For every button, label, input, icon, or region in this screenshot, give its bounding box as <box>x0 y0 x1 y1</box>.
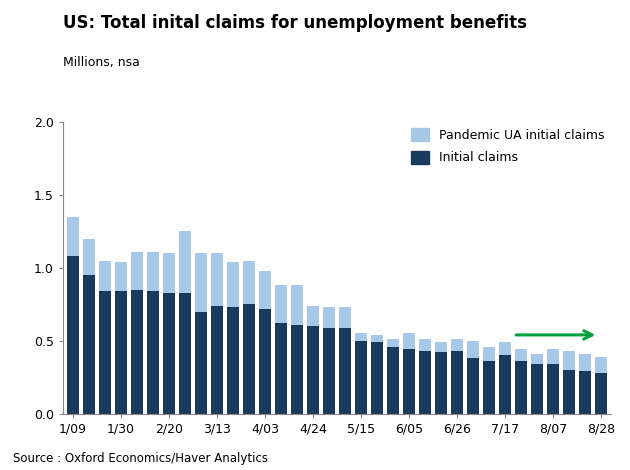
Bar <box>130 252 143 290</box>
Bar <box>259 271 271 309</box>
Bar <box>515 361 527 414</box>
Bar <box>195 253 207 312</box>
Bar <box>323 307 335 328</box>
Bar <box>323 328 335 414</box>
Bar <box>163 293 175 414</box>
Bar <box>387 339 399 346</box>
Bar <box>163 253 175 293</box>
Bar <box>531 364 544 414</box>
Bar <box>83 239 94 275</box>
Bar <box>130 290 143 414</box>
Bar <box>515 350 527 361</box>
Text: Millions, nsa: Millions, nsa <box>63 56 140 70</box>
Bar <box>243 260 255 305</box>
Bar <box>339 307 351 328</box>
Bar <box>291 325 303 414</box>
Bar <box>211 253 223 306</box>
Bar <box>595 373 607 414</box>
Bar <box>467 358 479 414</box>
Bar <box>435 342 447 352</box>
Bar <box>451 339 463 351</box>
Bar <box>195 312 207 414</box>
Bar <box>403 334 415 350</box>
Bar <box>259 309 271 414</box>
Bar <box>99 291 111 414</box>
Bar <box>275 285 287 323</box>
Text: Source : Oxford Economics/Haver Analytics: Source : Oxford Economics/Haver Analytic… <box>13 452 268 465</box>
Bar <box>563 351 575 370</box>
Bar <box>580 354 592 371</box>
Bar <box>355 334 367 341</box>
Bar <box>115 262 127 291</box>
Bar <box>275 323 287 414</box>
Bar <box>339 328 351 414</box>
Bar <box>500 342 512 355</box>
Text: US: Total inital claims for unemployment benefits: US: Total inital claims for unemployment… <box>63 14 527 32</box>
Bar <box>563 370 575 414</box>
Bar <box>419 339 431 351</box>
Bar <box>211 306 223 414</box>
Bar <box>403 350 415 414</box>
Bar <box>500 355 512 414</box>
Bar <box>419 351 431 414</box>
Bar <box>99 260 111 291</box>
Bar <box>371 342 383 414</box>
Bar <box>115 291 127 414</box>
Bar <box>483 361 495 414</box>
Bar <box>307 306 319 326</box>
Bar <box>147 291 159 414</box>
Bar <box>307 326 319 414</box>
Bar <box>580 371 592 414</box>
Bar <box>483 346 495 361</box>
Bar <box>595 357 607 373</box>
Bar <box>243 305 255 414</box>
Bar <box>387 346 399 414</box>
Bar <box>67 256 79 414</box>
Bar <box>227 262 239 307</box>
Bar <box>179 293 191 414</box>
Bar <box>83 275 94 414</box>
Legend: Pandemic UA initial claims, Initial claims: Pandemic UA initial claims, Initial clai… <box>411 128 605 164</box>
Bar <box>467 341 479 358</box>
Bar <box>547 364 559 414</box>
Bar <box>435 352 447 414</box>
Bar <box>451 351 463 414</box>
Bar <box>371 335 383 342</box>
Bar <box>547 350 559 364</box>
Bar <box>355 341 367 414</box>
Bar <box>291 285 303 325</box>
Bar <box>147 252 159 291</box>
Bar <box>531 354 544 364</box>
Bar <box>227 307 239 414</box>
Bar <box>67 217 79 256</box>
Bar <box>179 231 191 293</box>
